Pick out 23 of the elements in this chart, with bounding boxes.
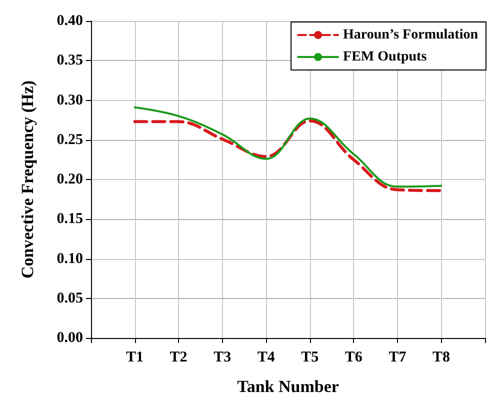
y-tick-label: 0.30 [56, 92, 83, 108]
line-series [133, 119, 443, 192]
x-tick-label: T3 [214, 350, 232, 366]
x-tick-label: T5 [301, 350, 319, 366]
y-tick-label: 0.35 [56, 52, 83, 69]
line-series [134, 106, 442, 188]
y-tick-label: 0.00 [56, 330, 83, 346]
x-tick-label: T6 [344, 350, 363, 366]
y-tick-label: 0.20 [56, 172, 83, 188]
legend-label: Haroun’s Formulation [343, 28, 478, 42]
x-tick-label: T1 [126, 350, 144, 366]
x-tick-label: T2 [170, 350, 188, 366]
y-tick-label: 0.40 [56, 13, 83, 29]
y-tick-label: 0.15 [56, 211, 83, 228]
x-tick-label: T7 [388, 350, 407, 366]
y-axis-title: Convective Frequency (Hz) [18, 80, 37, 278]
legend-label: FEM Outputs [343, 50, 428, 64]
y-tick-label: 0.05 [56, 290, 83, 306]
x-tick-label: T4 [257, 350, 276, 366]
x-axis-title: Tank Number [237, 377, 340, 396]
y-tick-label: 0.10 [56, 250, 83, 267]
x-tick-label: T8 [432, 350, 450, 366]
y-tick-label: 0.25 [56, 132, 83, 148]
